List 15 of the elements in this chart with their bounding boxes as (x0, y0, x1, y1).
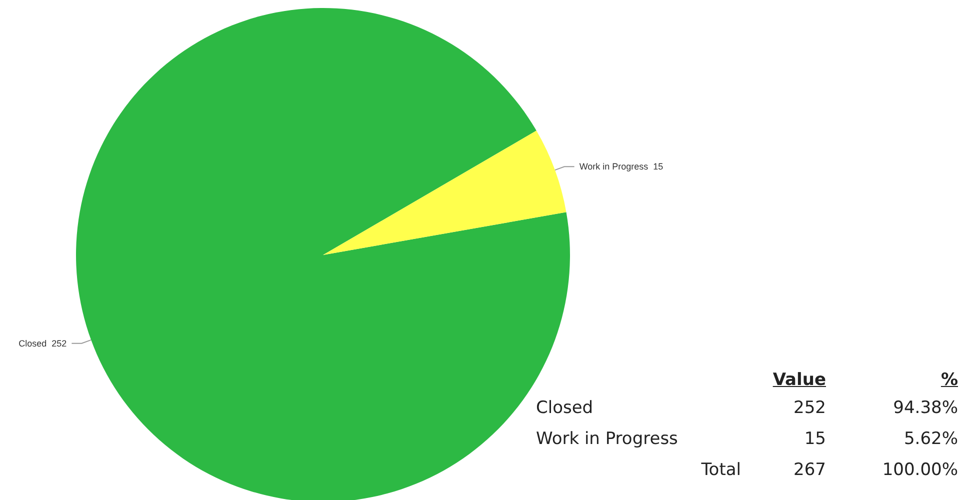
slice-label: Work in Progress (579, 162, 649, 172)
text: 100.00% (881, 458, 958, 482)
text: 267 (792, 458, 826, 482)
text: 94.38% (892, 396, 958, 420)
text: Total (700, 458, 741, 482)
text: % (940, 369, 958, 392)
text: 252 (792, 396, 826, 420)
text: 5.62% (902, 428, 958, 450)
text: 15 (803, 428, 826, 450)
text: Value (772, 369, 826, 392)
slice-label: Closed (18, 338, 47, 348)
text: Closed (536, 396, 594, 420)
text: Work in Progress (536, 428, 679, 450)
data-label: 252 (52, 338, 67, 348)
data-label: 15 (653, 162, 664, 172)
